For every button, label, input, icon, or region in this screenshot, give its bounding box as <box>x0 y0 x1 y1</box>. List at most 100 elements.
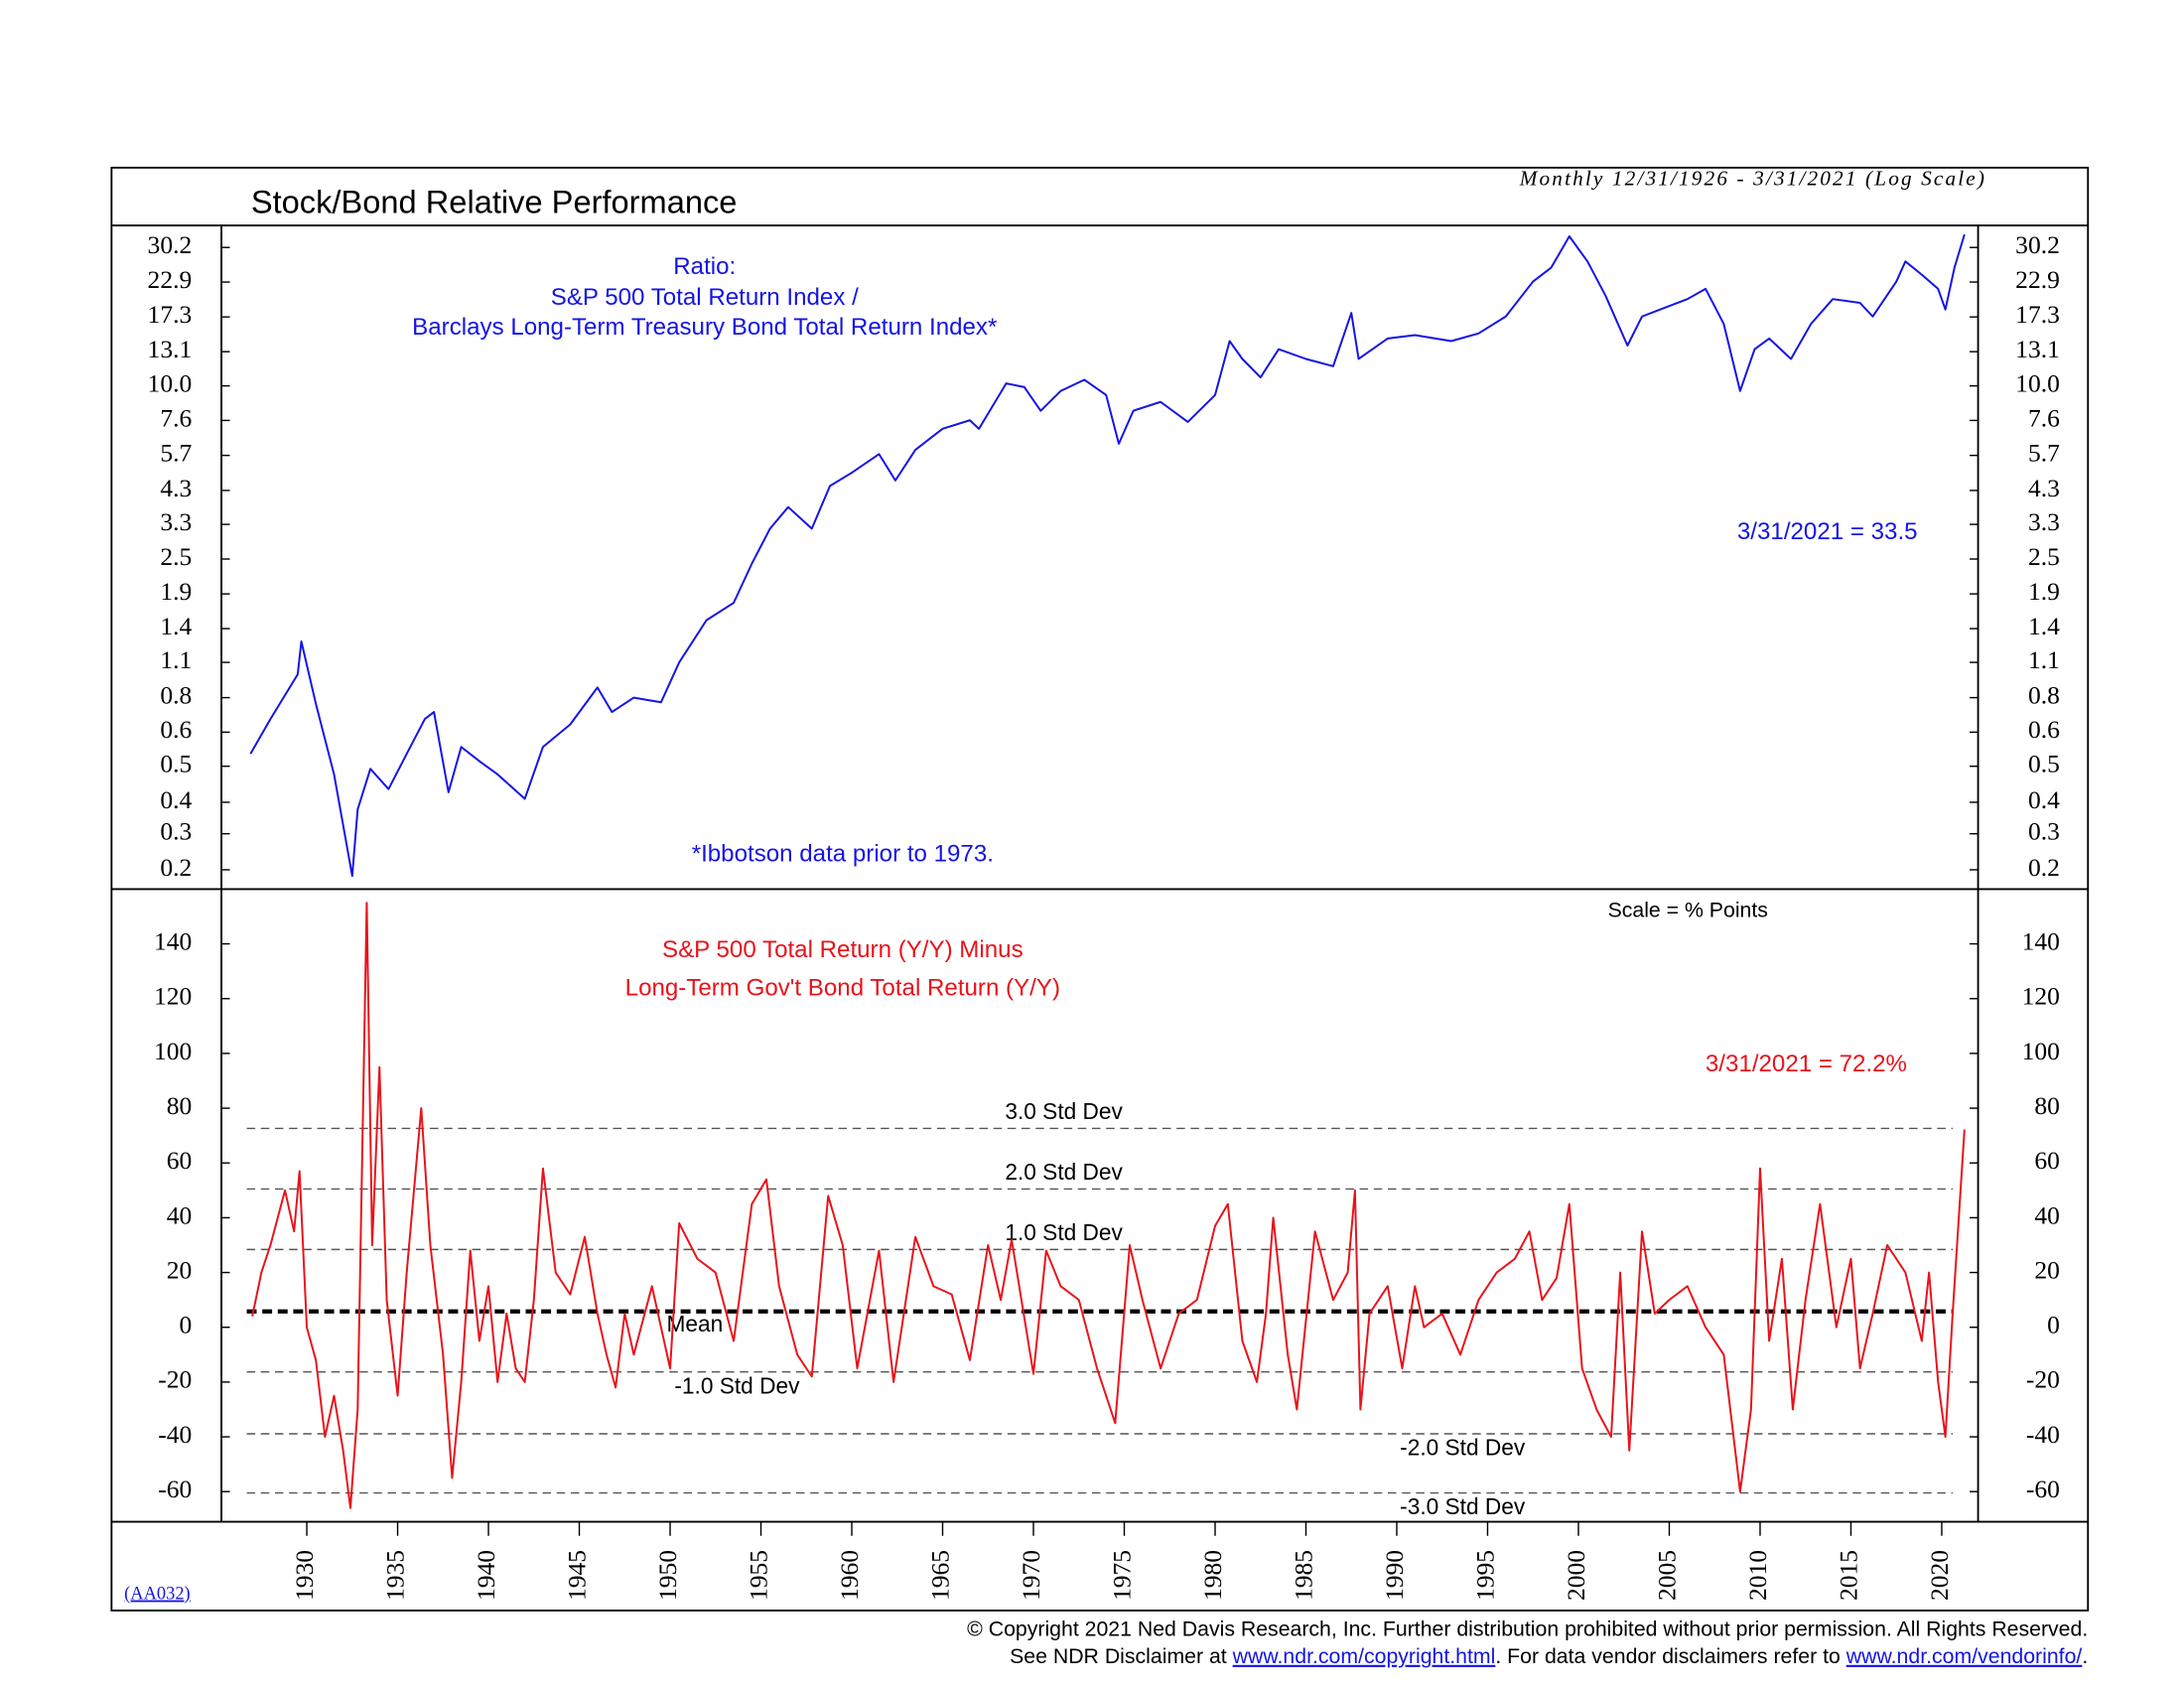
y-tick-label: 140 <box>154 926 192 955</box>
y-tick-label: -60 <box>2026 1475 2060 1503</box>
y-tick-label: 40 <box>167 1200 193 1229</box>
y-tick-label: 0.6 <box>2028 715 2060 744</box>
y-tick-label: 120 <box>154 982 192 1011</box>
x-tick-label: 1980 <box>1198 1550 1227 1601</box>
disclaimer-text: . <box>2082 1643 2088 1667</box>
disclaimer: See NDR Disclaimer at www.ndr.com/copyri… <box>1010 1643 2088 1667</box>
y-tick-label: 60 <box>167 1146 193 1175</box>
y-tick-label: 0.2 <box>160 853 192 882</box>
x-tick-label: 1950 <box>653 1550 682 1601</box>
y-tick-label: 0.8 <box>2028 680 2060 709</box>
disclaimer-text: See NDR Disclaimer at <box>1010 1643 1233 1667</box>
y-tick-label: 40 <box>2034 1200 2060 1229</box>
y-tick-label: 120 <box>2022 982 2060 1011</box>
annotation: 3/31/2021 = 72.2% <box>1706 1051 1907 1077</box>
annotation: 3/31/2021 = 33.5 <box>1737 518 1918 545</box>
y-tick-label: 1.4 <box>2028 612 2060 640</box>
x-tick-label: 2015 <box>1834 1550 1862 1601</box>
y-tick-label: 2.5 <box>2028 542 2060 571</box>
x-tick-label: 1930 <box>290 1550 319 1601</box>
y-tick-label: -20 <box>158 1365 192 1394</box>
chart-code[interactable]: (AA032) <box>124 1584 191 1605</box>
y-tick-label: 80 <box>167 1091 193 1120</box>
reference-label: 1.0 Std Dev <box>1005 1219 1123 1245</box>
y-tick-label: 3.3 <box>2028 507 2060 536</box>
y-tick-label: 1.1 <box>160 645 192 674</box>
x-tick-label: 2000 <box>1562 1550 1590 1601</box>
chart-subtitle: Monthly 12/31/1926 - 3/31/2021 (Log Scal… <box>1519 167 1986 191</box>
y-tick-label: 5.7 <box>2028 439 2060 468</box>
y-tick-label: 140 <box>2022 926 2060 955</box>
y-tick-label: 7.6 <box>2028 403 2060 432</box>
reference-label: -1.0 Std Dev <box>674 1372 800 1398</box>
x-tick-label: 2020 <box>1925 1550 1954 1601</box>
y-tick-label: 80 <box>2034 1091 2060 1120</box>
annotation: Ratio: <box>673 253 736 280</box>
y-tick-label: 0 <box>179 1311 192 1339</box>
y-tick-label: 0.3 <box>2028 817 2060 846</box>
y-tick-label: 0.4 <box>2028 785 2060 814</box>
link[interactable]: www.ndr.com/copyright.html <box>1232 1643 1496 1667</box>
y-tick-label: 1.1 <box>2028 645 2060 674</box>
y-tick-label: -40 <box>2026 1420 2060 1449</box>
y-tick-label: 0.4 <box>160 785 192 814</box>
y-tick-label: 3.3 <box>160 507 192 536</box>
y-tick-label: 20 <box>167 1255 193 1284</box>
link[interactable]: www.ndr.com/vendorinfo/ <box>1845 1643 2083 1667</box>
y-tick-label: 1.9 <box>160 577 192 606</box>
y-tick-label: 17.3 <box>148 300 193 329</box>
y-tick-label: 2.5 <box>160 542 192 571</box>
annotation: S&P 500 Total Return (Y/Y) Minus <box>662 936 1024 963</box>
y-tick-label: 100 <box>2022 1037 2060 1065</box>
y-tick-label: 0.2 <box>2028 853 2060 882</box>
y-tick-label: -60 <box>158 1475 192 1503</box>
y-tick-label: 10.0 <box>2015 368 2060 397</box>
y-tick-label: 0.5 <box>2028 750 2060 778</box>
reference-label: -3.0 Std Dev <box>1400 1493 1526 1519</box>
reference-label: 3.0 Std Dev <box>1005 1098 1123 1124</box>
y-tick-label: 4.3 <box>160 474 192 502</box>
y-tick-label: 4.3 <box>2028 474 2060 502</box>
data-line <box>251 902 1966 1509</box>
y-tick-label: 7.6 <box>160 403 192 432</box>
copyright: © Copyright 2021 Ned Davis Research, Inc… <box>967 1617 2088 1640</box>
y-tick-label: 0.6 <box>160 715 192 744</box>
x-tick-label: 1990 <box>1380 1550 1409 1601</box>
y-tick-label: 13.1 <box>2015 335 2060 363</box>
data-line <box>249 233 1966 878</box>
annotation: Long-Term Gov't Bond Total Return (Y/Y) <box>625 975 1060 1002</box>
y-tick-label: 5.7 <box>160 439 192 468</box>
reference-label: Mean <box>666 1311 723 1336</box>
disclaimer-text: . For data vendor disclaimers refer to <box>1495 1643 1845 1667</box>
x-tick-label: 1955 <box>744 1550 772 1601</box>
x-tick-label: 1945 <box>562 1550 591 1601</box>
y-tick-label: 17.3 <box>2015 300 2060 329</box>
y-tick-label: 13.1 <box>148 335 193 363</box>
reference-label: 2.0 Std Dev <box>1005 1159 1123 1185</box>
y-tick-label: 10.0 <box>148 368 193 397</box>
y-tick-label: 1.4 <box>160 612 192 640</box>
chart-title: Stock/Bond Relative Performance <box>251 183 738 219</box>
x-tick-label: 1970 <box>1017 1550 1045 1601</box>
x-tick-label: 1975 <box>1107 1550 1136 1601</box>
x-tick-label: 1960 <box>835 1550 864 1601</box>
y-tick-label: 22.9 <box>2015 265 2060 294</box>
y-tick-label: -20 <box>2026 1365 2060 1394</box>
y-tick-label: 100 <box>154 1037 192 1065</box>
y-tick-label: 20 <box>2034 1255 2060 1284</box>
x-tick-label: 1965 <box>925 1550 954 1601</box>
x-tick-label: 2005 <box>1652 1550 1681 1601</box>
y-tick-label: 0.5 <box>160 750 192 778</box>
x-tick-label: 2010 <box>1743 1550 1772 1601</box>
x-tick-label: 1985 <box>1289 1550 1317 1601</box>
annotation: S&P 500 Total Return Index / <box>551 284 859 311</box>
annotation: *Ibbotson data prior to 1973. <box>692 841 994 868</box>
y-tick-label: 30.2 <box>148 230 193 259</box>
y-tick-label: 22.9 <box>148 265 193 294</box>
y-tick-label: 0.3 <box>160 817 192 846</box>
y-tick-label: 1.9 <box>2028 577 2060 606</box>
y-tick-label: 0.8 <box>160 680 192 709</box>
y-tick-label: -40 <box>158 1420 192 1449</box>
